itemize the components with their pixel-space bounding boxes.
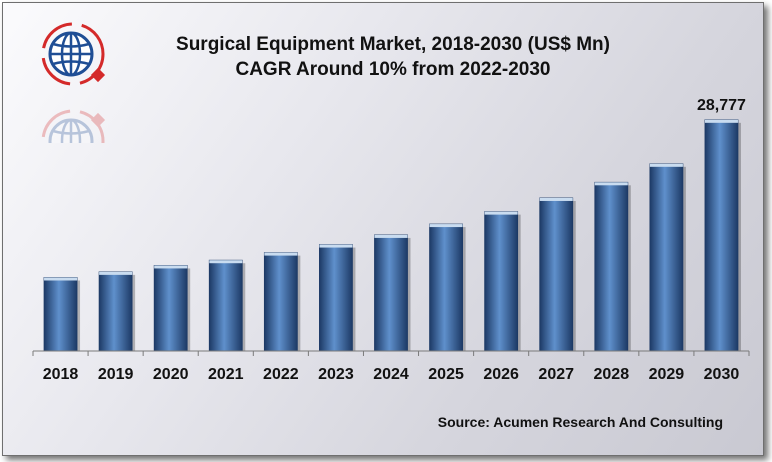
- bar-2021: [208, 259, 246, 352]
- chart-frame: Surgical Equipment Market, 2018-2030 (US…: [2, 2, 764, 456]
- x-tick-label: 2028: [594, 366, 630, 383]
- x-tick-label: 2023: [318, 366, 354, 383]
- bar-2023: [319, 244, 356, 352]
- x-tick-label: 2026: [483, 366, 519, 383]
- x-tick-label: 2020: [153, 366, 189, 383]
- bar-2019: [98, 271, 136, 352]
- x-tick-label: 2027: [538, 366, 574, 383]
- x-tick-label: 2029: [649, 366, 685, 383]
- x-tick-label: 2025: [428, 366, 464, 383]
- x-tick-label: 2030: [704, 366, 740, 383]
- bar-2027: [539, 197, 576, 352]
- x-tick-label: 2024: [373, 366, 409, 383]
- bar-chart: 2018 2019 2020 2021 2022 2023 2024 2025 2026 2027…: [32, 97, 750, 383]
- chart-title: Surgical Equipment Market, 2018-2030 (US…: [176, 34, 610, 55]
- x-tick-label: 2019: [98, 366, 134, 383]
- chart-subtitle: CAGR Around 10% from 2022-2030: [235, 59, 551, 80]
- bar-2030: [704, 119, 741, 352]
- x-tick-label: 2018: [43, 366, 79, 383]
- bar-2028: [594, 181, 631, 352]
- x-tick-label: 2022: [263, 366, 299, 383]
- globe-icon: [41, 22, 106, 86]
- bar-2022: [263, 252, 301, 352]
- x-tick-label: 2021: [208, 366, 244, 383]
- bar-2020: [153, 265, 191, 352]
- bar-2018: [43, 277, 81, 352]
- globe-reflection-icon: [41, 109, 106, 143]
- bar-2025: [429, 223, 466, 352]
- bar-2026: [484, 211, 521, 352]
- bar-2024: [374, 234, 411, 352]
- source-note: Source: Acumen Research And Consulting: [437, 414, 723, 430]
- bar-2029: [649, 163, 686, 352]
- data-label-2030: 28,777: [697, 97, 746, 114]
